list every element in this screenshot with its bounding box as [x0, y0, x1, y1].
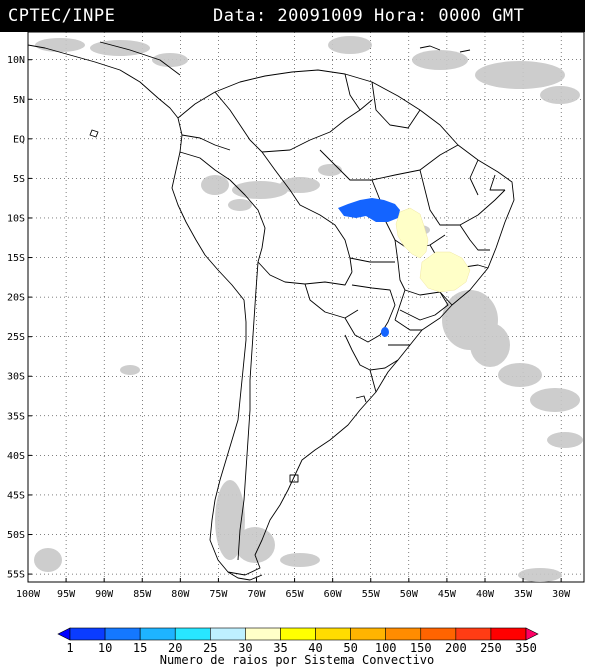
colorbar-level-label: 50: [343, 641, 357, 655]
colorbar-swatch: [420, 627, 457, 641]
colorbar-level-label: 200: [445, 641, 467, 655]
colorbar-level-label: 30: [238, 641, 252, 655]
colorbar-swatch: [455, 627, 492, 641]
colorbar-swatch: [210, 627, 246, 641]
lon-label: 95W: [57, 589, 76, 600]
colorbar-swatch: [280, 627, 316, 641]
lightning-systems: [338, 198, 471, 337]
longitude-labels: 100W 95W 90W 85W 80W 75W 70W 65W 60W 55W 50W 45W 40W…: [16, 578, 571, 600]
amazonas-blue-cluster: [338, 198, 400, 222]
colorbar-swatch: [104, 627, 141, 641]
lat-label: 45S: [7, 490, 25, 501]
paraguay-blue-cluster: [381, 327, 389, 337]
colorbar-swatch: [57, 627, 71, 641]
colorbar-swatch: [525, 627, 539, 641]
lon-label: 85W: [133, 589, 152, 600]
colorbar-swatch: [490, 627, 527, 641]
colorbar: 1 10 15 20 25 30 35 40 50 100 150 200 250 350: [57, 627, 539, 655]
lon-label: 30W: [552, 589, 571, 600]
colorbar-level-label: 40: [308, 641, 322, 655]
minas-pale-cluster: [419, 251, 471, 293]
lon-label: 35W: [514, 589, 533, 600]
map-frame: [27, 31, 585, 583]
colorbar-level-label: 10: [98, 641, 112, 655]
lon-label: 65W: [286, 589, 305, 600]
lon-label: 70W: [247, 589, 266, 600]
satellite-cloud-cover: [34, 36, 583, 582]
lat-label: 50S: [7, 530, 25, 541]
colorbar-level-label: 1: [66, 641, 73, 655]
lon-label: 45W: [438, 589, 457, 600]
colorbar-swatch: [350, 627, 386, 641]
lat-label: 40S: [7, 451, 25, 462]
lon-label: 75W: [209, 589, 228, 600]
coastlines-and-borders: [28, 41, 515, 581]
lat-label: 55S: [7, 570, 25, 581]
colorbar-level-label: 35: [273, 641, 287, 655]
lon-label: 80W: [171, 589, 190, 600]
lon-label: 40W: [476, 589, 495, 600]
colorbar-swatch: [69, 627, 106, 641]
lat-label: 15S: [7, 253, 25, 264]
tocantins-pale-cluster: [395, 207, 429, 259]
colorbar-level-label: 20: [168, 641, 182, 655]
lat-label: EQ: [13, 134, 25, 145]
lon-label: 60W: [324, 589, 343, 600]
colorbar-swatch: [139, 627, 176, 641]
colorbar-swatch: [174, 627, 211, 641]
agency-label: CPTEC/INPE: [8, 6, 116, 26]
colorbar-swatch: [385, 627, 422, 641]
lon-label: 100W: [16, 589, 41, 600]
lat-label: 10S: [7, 213, 25, 224]
colorbar-caption: Numero de raios por Sistema Convectivo: [160, 653, 435, 667]
colorbar-level-label: 250: [480, 641, 502, 655]
latitude-labels: 10N 5N EQ 5S 10S 15S 20S 25S 30S 35S 40S 45S 50S 55S: [7, 55, 32, 581]
lat-label: 30S: [7, 372, 25, 383]
lon-label: 90W: [95, 589, 114, 600]
grid-lines: [28, 32, 584, 582]
lat-label: 10N: [7, 55, 25, 66]
lon-label: 50W: [400, 589, 419, 600]
lat-label: 20S: [7, 293, 25, 304]
lat-label: 25S: [7, 332, 25, 343]
colorbar-swatch: [315, 627, 351, 641]
colorbar-level-label: 15: [133, 641, 147, 655]
lat-label: 5N: [13, 95, 25, 106]
colorbar-level-label: 350: [515, 641, 537, 655]
lat-label: 35S: [7, 411, 25, 422]
header-bar: CPTEC/INPE Data: 20091009 Hora: 0000 GMT: [0, 0, 585, 32]
colorbar-level-label: 100: [375, 641, 397, 655]
colorbar-level-label: 150: [410, 641, 432, 655]
colorbar-swatch: [245, 627, 281, 641]
datetime-label: Data: 20091009 Hora: 0000 GMT: [213, 6, 525, 26]
colorbar-level-label: 25: [203, 641, 217, 655]
lon-label: 55W: [362, 589, 381, 600]
lat-label: 5S: [13, 174, 25, 185]
